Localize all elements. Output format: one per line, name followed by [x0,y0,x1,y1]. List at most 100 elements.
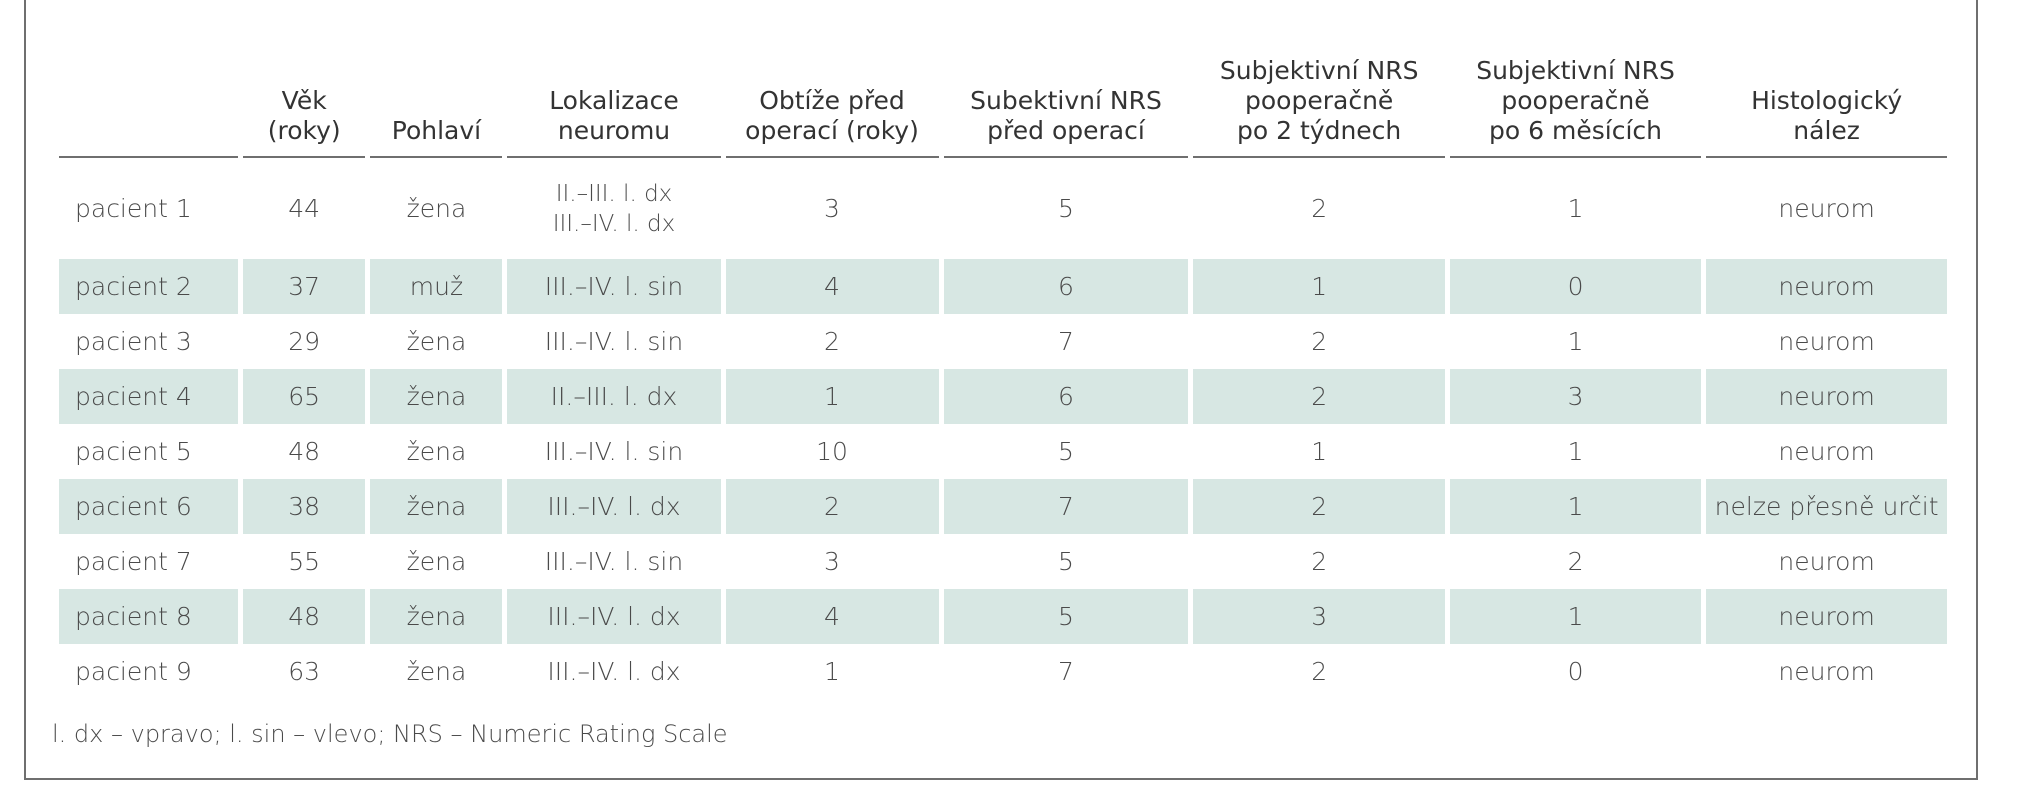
table-row: pacient 3 29 žena III.–IV. l. sin 2 7 2 1 neurom [59,314,1947,369]
age-cell: 37 [242,259,366,314]
nrs-6-months-cell: 2 [1567,547,1584,576]
nrs-6-months-cell: 1 [1567,437,1584,466]
nrs-2-weeks-cell: 1 [1311,437,1328,466]
header-duration-line: operací (roky) [745,116,919,145]
location-cell: III.–IV. l. dx [507,644,720,699]
header-nrs-2-weeks: Subjektivní NRS pooperačně po 2 týdnech [1193,14,1445,158]
patient-cell: pacient 6 [59,479,238,534]
table-header-row: Věk (roky) Pohlaví Lokalizace neuromu Obtíže … [59,14,1947,158]
header-sex-line: Pohlaví [391,116,482,145]
duration-cell: 1 [824,657,840,686]
nrs-before-cell: 7 [943,479,1189,534]
sex-cell: žena [406,657,467,686]
location-cell: II.–III. l. dx III.–IV. l. dx [507,158,720,259]
header-location: Lokalizace neuromu [507,14,721,158]
duration-cell: 3 [824,547,840,576]
location-cell: III.–IV. l. dx [507,589,721,644]
histology-cell: neurom [1706,369,1947,424]
age-cell: 63 [288,657,321,686]
nrs-6-months-cell: 1 [1567,327,1584,356]
age-cell: 38 [242,479,366,534]
header-histology-line: Histologický [1751,86,1903,115]
duration-cell: 3 [824,194,840,223]
patient-cell: pacient 9 [75,657,192,686]
patient-cell: pacient 4 [59,369,238,424]
header-nrs-before-line: před operací [987,116,1145,145]
header-location-line: Lokalizace [549,86,679,115]
table-footnote: l. dx – vpravo; l. sin – vlevo; NRS – Nu… [52,720,728,748]
header-patient [59,14,238,158]
header-nrs-6-months: Subjektivní NRS pooperačně po 6 měsících [1449,14,1702,158]
histology-cell: nelze přesně určit [1706,479,1947,534]
table-row: pacient 5 48 žena III.–IV. l. sin 10 5 1 1 neuro… [59,424,1947,479]
table-row: pacient 7 55 žena III.–IV. l. sin 3 5 2 2 neurom [59,534,1947,589]
header-nrs-2-weeks-line: Subjektivní NRS [1219,56,1419,85]
table-frame [24,0,1978,780]
patient-table: Věk (roky) Pohlaví Lokalizace neuromu Obtíže … [54,14,1952,699]
nrs-6-months-cell: 1 [1449,589,1702,644]
table-row: pacient 6 38 žena III.–IV. l. dx 2 7 2 1 nelze p… [59,479,1947,534]
nrs-6-months-cell: 0 [1449,259,1702,314]
histology-cell: neurom [1706,589,1947,644]
nrs-6-months-cell: 1 [1449,479,1702,534]
location-cell: III.–IV. l. sin [507,534,720,589]
location-line: II.–III. l. dx [550,382,678,411]
sex-cell: muž [370,259,503,314]
histology-cell: neurom [1778,657,1875,686]
header-age-line: (roky) [267,116,341,145]
nrs-6-months-cell: 0 [1567,657,1584,686]
patient-cell: pacient 2 [59,259,238,314]
nrs-before-cell: 5 [943,589,1189,644]
patient-cell: pacient 1 [75,194,192,223]
duration-cell: 2 [725,479,939,534]
sex-cell: žena [406,327,467,356]
nrs-2-weeks-cell: 2 [1311,547,1328,576]
histology-cell: neurom [1778,327,1875,356]
patient-cell: pacient 3 [75,327,192,356]
table-row: pacient 2 37 muž III.–IV. l. sin 4 6 1 0 neurom [59,259,1947,314]
location-cell: III.–IV. l. dx [507,479,721,534]
sex-cell: žena [406,194,467,223]
header-sex: Pohlaví [370,14,503,158]
header-nrs-2-weeks-line: po 2 týdnech [1237,116,1402,145]
header-histology: Histologický nález [1706,14,1947,158]
header-nrs-before: Subektivní NRS před operací [943,14,1189,158]
table-row: pacient 9 63 žena III.–IV. l. dx 1 7 2 0 neurom [59,644,1947,699]
patient-cell: pacient 8 [59,589,238,644]
duration-cell: 2 [824,327,840,356]
histology-cell: neurom [1778,547,1875,576]
location-cell: III.–IV. l. sin [507,259,721,314]
header-duration: Obtíže před operací (roky) [725,14,939,158]
location-cell: III.–IV. l. sin [507,424,720,479]
location-line: III.–IV. l. dx [547,602,681,631]
nrs-before-cell: 7 [1058,327,1074,356]
nrs-2-weeks-cell: 3 [1193,589,1445,644]
location-line: III.–IV. l. sin [544,547,684,576]
age-cell: 44 [288,194,321,223]
nrs-before-cell: 6 [943,259,1189,314]
location-cell: II.–III. l. dx [507,369,721,424]
nrs-before-cell: 5 [1058,547,1074,576]
nrs-2-weeks-cell: 2 [1193,479,1445,534]
patient-cell: pacient 7 [75,547,192,576]
duration-cell: 1 [725,369,939,424]
sex-cell: žena [406,547,467,576]
table-row: pacient 8 48 žena III.–IV. l. dx 4 5 3 1 neurom [59,589,1947,644]
nrs-2-weeks-cell: 2 [1311,657,1328,686]
nrs-6-months-cell: 1 [1567,194,1584,223]
header-age: Věk (roky) [242,14,366,158]
location-line: III.–IV. l. sin [544,327,684,356]
age-cell: 48 [242,589,366,644]
location-cell: III.–IV. l. sin [507,314,720,369]
header-nrs-before-line: Subektivní NRS [970,86,1162,115]
nrs-2-weeks-cell: 2 [1311,194,1328,223]
header-location-line: neuromu [557,116,671,145]
duration-cell: 4 [725,589,939,644]
nrs-before-cell: 5 [1058,437,1074,466]
patient-cell: pacient 5 [75,437,192,466]
histology-cell: neurom [1778,437,1875,466]
histology-cell: neurom [1778,194,1875,223]
nrs-2-weeks-cell: 2 [1311,327,1328,356]
header-duration-line: Obtíže před [759,86,905,115]
header-nrs-2-weeks-line: pooperačně [1245,86,1394,115]
